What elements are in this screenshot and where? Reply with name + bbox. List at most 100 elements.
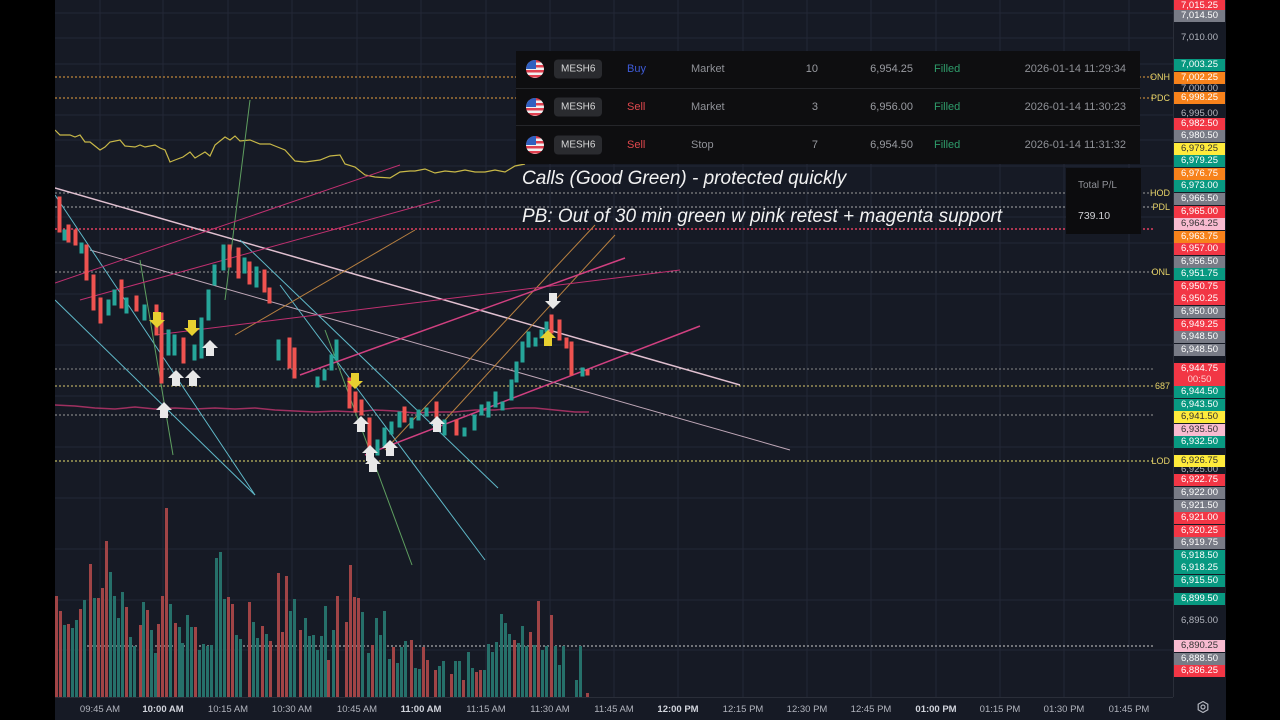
- time-label: 09:45 AM: [79, 704, 121, 715]
- gear-icon[interactable]: [1195, 700, 1211, 717]
- price-label: 6,976.75: [1174, 168, 1225, 180]
- us-flag-icon: [526, 136, 544, 155]
- price-label: 6,899.50: [1174, 593, 1225, 605]
- level-tag-onh: ONH: [1150, 72, 1170, 82]
- order-qty: 10: [805, 63, 818, 76]
- price-label: 6,888.50: [1174, 653, 1225, 665]
- order-time: 2026-01-14 11:31:32: [1024, 139, 1126, 152]
- time-label: 01:30 PM: [1043, 704, 1085, 715]
- time-label: 01:15 PM: [979, 704, 1021, 715]
- time-label: 01:45 PM: [1108, 704, 1150, 715]
- total-pl-title: Total P/L: [1078, 180, 1117, 191]
- time-label: 12:15 PM: [722, 704, 764, 715]
- price-label: 6,948.50: [1174, 344, 1225, 356]
- order-qty: 7: [811, 139, 818, 152]
- price-label: 6,920.25: [1174, 525, 1225, 537]
- order-side: Sell: [627, 101, 646, 114]
- symbol-badge: MESH6: [554, 59, 603, 79]
- order-status: Filled: [934, 101, 961, 114]
- order-row[interactable]: MESH6 Buy Market 10 6,954.25 Filled 2026…: [516, 51, 1140, 89]
- yellow-indicator-line: [55, 129, 526, 179]
- time-axis[interactable]: 09:45 AM 10:00 AM 10:15 AM 10:30 AM 10:45 AM…: [55, 697, 1173, 720]
- order-price: 6,954.50: [870, 139, 913, 152]
- signal-arrows: [149, 293, 561, 472]
- price-label: 6,915.50: [1174, 575, 1225, 587]
- time-label: 11:45 AM: [594, 704, 634, 715]
- price-label: 6,963.75: [1174, 231, 1225, 243]
- price-label: 6,935.50: [1174, 424, 1225, 436]
- price-label: 6,979.25: [1174, 155, 1225, 167]
- price-label: 6,964.25: [1174, 218, 1225, 230]
- level-tag-lod: LOD: [1151, 456, 1170, 466]
- price-label: 6,998.25: [1174, 92, 1225, 104]
- price-label: 6,886.25: [1174, 665, 1225, 677]
- price-label: 6,950.75: [1174, 281, 1225, 293]
- price-label: 6,944.75: [1174, 363, 1225, 375]
- price-label: 6,921.00: [1174, 512, 1225, 524]
- order-row[interactable]: MESH6 Sell Market 3 6,956.00 Filled 2026…: [516, 89, 1140, 127]
- symbol-badge: MESH6: [554, 97, 603, 117]
- total-pl-panel: Total P/L 739.10: [1066, 168, 1141, 234]
- price-label: 6,980.50: [1174, 130, 1225, 142]
- level-tag-onl: ONL: [1151, 267, 1170, 277]
- price-label: 6,956.50: [1174, 256, 1225, 268]
- order-status: Filled: [934, 139, 961, 152]
- order-price: 6,956.00: [870, 101, 913, 114]
- order-type: Market: [691, 63, 725, 76]
- us-flag-icon: [526, 98, 544, 117]
- price-label: 6,922.75: [1174, 474, 1225, 486]
- price-label: 7,015.25: [1174, 0, 1225, 12]
- time-label: 10:15 AM: [207, 704, 249, 715]
- order-price: 6,954.25: [870, 63, 913, 76]
- total-pl-value: 739.10: [1078, 210, 1111, 222]
- time-label: 01:00 PM: [915, 704, 957, 715]
- candlesticks: [57, 196, 590, 456]
- price-label: 6,957.00: [1174, 243, 1225, 255]
- time-label: 12:45 PM: [850, 704, 892, 715]
- price-label: 6,973.00: [1174, 180, 1225, 192]
- price-label: 6,944.50: [1174, 386, 1225, 398]
- time-label: 12:30 PM: [786, 704, 828, 715]
- price-label: 6,951.75: [1174, 268, 1225, 280]
- price-label: 6,995.00: [1181, 108, 1218, 119]
- left-black-margin: [0, 0, 55, 720]
- price-label: 6,979.25: [1174, 143, 1225, 155]
- price-label: 6,926.75: [1174, 455, 1225, 467]
- us-flag-icon: [526, 60, 544, 79]
- order-qty: 3: [811, 101, 818, 114]
- right-black-margin: [1226, 0, 1280, 720]
- level-tag-hod: HOD: [1150, 188, 1170, 198]
- price-label: 00:50: [1174, 374, 1225, 386]
- price-label: 6,982.50: [1174, 118, 1225, 130]
- orders-panel: MESH6 Buy Market 10 6,954.25 Filled 2026…: [516, 51, 1140, 164]
- price-label: 6,966.50: [1174, 193, 1225, 205]
- level-tag-pdl: PDL: [1152, 202, 1170, 212]
- time-label: 10:45 AM: [336, 704, 378, 715]
- order-type: Market: [691, 101, 725, 114]
- order-row[interactable]: MESH6 Sell Stop 7 6,954.50 Filled 2026-0…: [516, 126, 1140, 164]
- price-label: 6,925.00: [1181, 464, 1218, 475]
- order-time: 2026-01-14 11:30:23: [1024, 101, 1126, 114]
- time-label: 10:00 AM: [142, 704, 184, 715]
- time-label: 11:15 AM: [466, 704, 506, 715]
- annotation-line-2: PB: Out of 30 min green w pink retest + …: [522, 206, 1003, 227]
- magenta-ma-line: [55, 404, 589, 414]
- order-time: 2026-01-14 11:29:34: [1024, 63, 1126, 76]
- trendlines: [55, 99, 791, 566]
- level-tag-pdc: PDC: [1150, 93, 1170, 103]
- level-tag-687: 687: [1154, 381, 1170, 391]
- price-label: 6,895.00: [1181, 615, 1218, 626]
- price-label: 6,949.25: [1174, 319, 1225, 331]
- volume-bars: [55, 508, 589, 697]
- price-label: 6,921.50: [1174, 500, 1225, 512]
- price-label: 7,014.50: [1174, 10, 1225, 22]
- price-label: 6,918.50: [1174, 550, 1225, 562]
- price-label: 6,922.00: [1174, 487, 1225, 499]
- price-label: 6,950.25: [1174, 293, 1225, 305]
- price-label: 6,941.50: [1174, 411, 1225, 423]
- order-side: Sell: [627, 139, 646, 152]
- price-label: 7,010.00: [1181, 32, 1218, 43]
- time-label: 11:30 AM: [530, 704, 570, 715]
- price-label: 6,932.50: [1174, 436, 1225, 448]
- price-label: 6,943.50: [1174, 399, 1225, 411]
